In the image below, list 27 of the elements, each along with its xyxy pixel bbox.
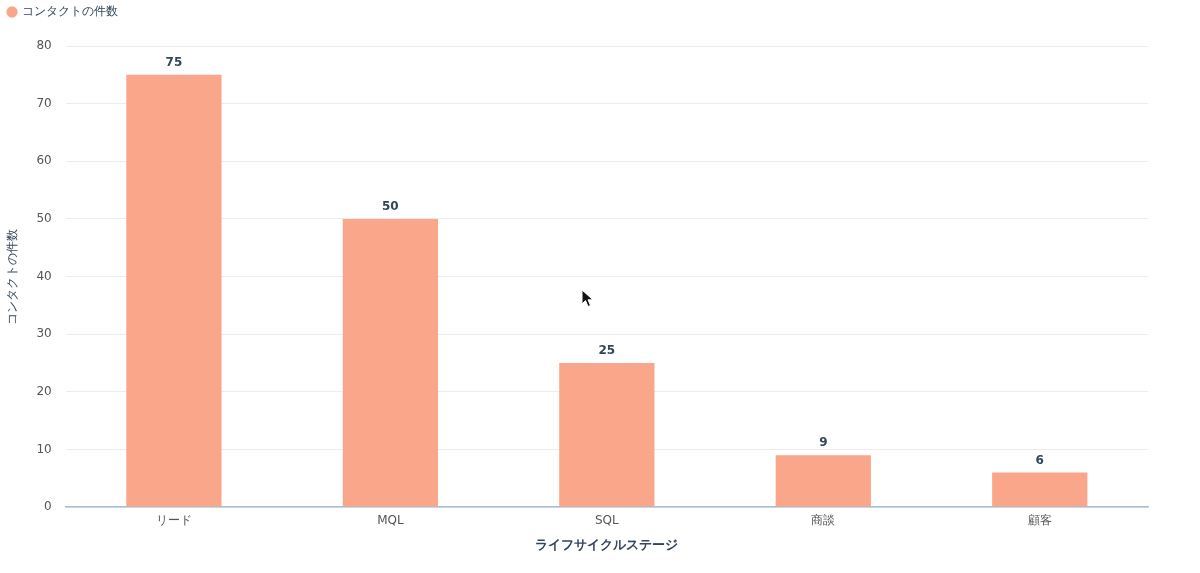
x-tick-label: リード [155, 513, 192, 528]
y-tick-label: 30 [36, 326, 52, 341]
data-label: 50 [382, 199, 399, 213]
y-tick-label: 60 [36, 153, 52, 168]
x-tick-label: SQL [594, 513, 620, 528]
y-tick-label: 20 [36, 383, 52, 398]
data-label: 6 [1035, 452, 1044, 467]
bar [126, 74, 222, 507]
x-tick-label: MQL [377, 513, 404, 528]
y-tick-label: 0 [44, 499, 52, 514]
bar [775, 455, 871, 507]
y-tick-label: 50 [36, 211, 52, 225]
legend-label: コンタクトの件数 [22, 4, 118, 19]
data-label: 75 [165, 54, 183, 69]
y-tick-label: 80 [36, 38, 52, 53]
x-tick-label: 商談 [811, 513, 836, 528]
y-axis-title: コンタクトの件数 [5, 228, 20, 325]
data-label: 9 [819, 435, 828, 450]
x-axis-title: ライフサイクルステージ [535, 536, 679, 552]
bar [992, 472, 1088, 507]
data-label: 25 [598, 343, 616, 358]
x-tick-label: 顧客 [1027, 513, 1052, 528]
bar [559, 362, 655, 507]
y-tick-label: 10 [36, 441, 52, 456]
y-tick-label: 40 [36, 268, 52, 283]
bar [342, 218, 438, 507]
y-tick-label: 70 [36, 95, 52, 110]
